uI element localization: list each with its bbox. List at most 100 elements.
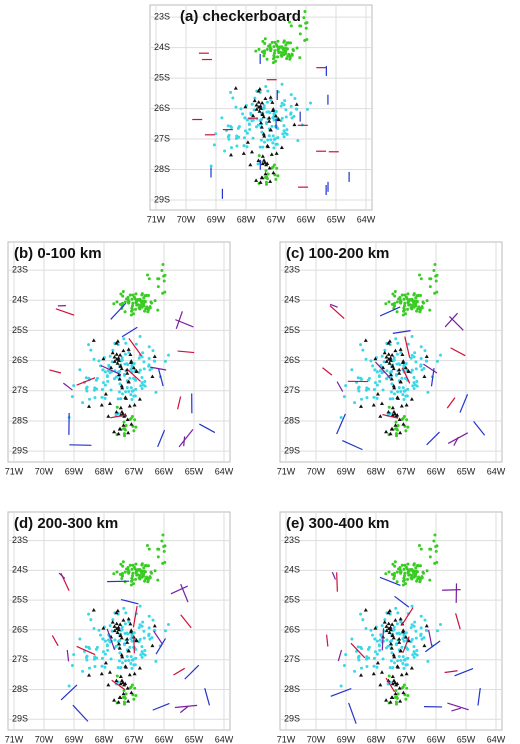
map-panel: 71W 70W 69W 68W 67W 66W 65W 64W 23S 24S 25S 26S 27S 2… — [5, 511, 234, 744]
station — [126, 648, 131, 653]
station — [147, 294, 151, 298]
station — [264, 162, 269, 167]
station — [144, 577, 148, 581]
station — [379, 633, 383, 637]
station — [126, 363, 130, 367]
station — [125, 640, 130, 644]
station — [220, 116, 224, 120]
anisotropy-bar — [374, 361, 391, 379]
anisotropy-bar — [329, 303, 338, 308]
station — [367, 387, 371, 391]
station — [256, 100, 261, 104]
station — [103, 652, 107, 656]
station — [67, 684, 71, 688]
station — [423, 349, 427, 353]
station — [115, 361, 120, 365]
x-tick-label: 65W — [185, 466, 204, 476]
station — [132, 429, 136, 433]
x-tick-label: 66W — [155, 734, 174, 744]
station — [126, 568, 130, 572]
station — [125, 637, 130, 641]
station — [394, 420, 398, 424]
station — [369, 628, 373, 632]
x-tick-label: 71W — [277, 466, 296, 476]
station — [129, 661, 133, 665]
station — [231, 96, 235, 100]
station — [129, 579, 133, 583]
station — [88, 397, 92, 401]
station — [112, 359, 117, 363]
station — [359, 343, 363, 347]
station — [401, 417, 405, 421]
station — [373, 626, 378, 630]
station — [153, 299, 157, 303]
station — [279, 145, 284, 149]
station — [130, 389, 134, 393]
station — [308, 101, 312, 105]
station — [411, 653, 415, 657]
station — [408, 573, 412, 577]
station — [266, 89, 270, 93]
station — [276, 55, 280, 59]
station — [122, 700, 126, 704]
station — [151, 618, 155, 622]
station — [122, 432, 126, 436]
station — [87, 343, 91, 347]
station — [388, 358, 393, 362]
station — [424, 354, 429, 358]
anisotropy-bar — [447, 432, 469, 444]
anisotropy-bar — [392, 330, 411, 334]
station — [298, 24, 302, 28]
x-tick-label: 64W — [215, 466, 234, 476]
anisotropy-bar — [128, 338, 143, 357]
station — [296, 139, 300, 143]
station — [395, 580, 399, 584]
station — [379, 670, 384, 674]
station — [373, 381, 377, 385]
station — [282, 124, 286, 128]
station — [414, 574, 418, 578]
station — [414, 569, 418, 573]
station — [408, 303, 412, 307]
station — [268, 111, 272, 115]
station — [121, 691, 126, 696]
anisotropy-bar — [426, 431, 440, 446]
station — [380, 624, 384, 628]
station — [393, 691, 398, 696]
station — [112, 377, 116, 381]
station — [147, 547, 151, 551]
station — [112, 698, 117, 702]
station — [410, 604, 414, 608]
map-panel: 71W 70W 69W 68W 67W 66W 65W 64W 23S 24S 25S 26S 27S 2… — [147, 4, 376, 224]
station — [127, 403, 132, 408]
station — [156, 277, 160, 281]
station — [364, 388, 368, 392]
station — [112, 429, 117, 434]
station — [428, 555, 432, 559]
station — [129, 393, 133, 397]
station — [162, 545, 166, 549]
station — [134, 656, 138, 660]
station — [126, 430, 131, 435]
station — [120, 392, 124, 396]
station — [393, 289, 397, 293]
station — [263, 171, 268, 176]
station — [384, 624, 389, 628]
station — [284, 51, 288, 55]
station — [386, 610, 391, 615]
station — [134, 570, 138, 574]
station — [252, 98, 257, 103]
station — [227, 137, 231, 141]
station — [124, 396, 129, 400]
station — [114, 341, 119, 345]
station — [268, 43, 272, 47]
station — [130, 567, 134, 571]
station — [259, 138, 263, 142]
anisotropy-bar — [446, 397, 456, 409]
station — [393, 618, 398, 622]
x-tick-label: 69W — [337, 466, 356, 476]
station — [405, 663, 409, 667]
station — [272, 51, 276, 55]
station — [415, 649, 419, 653]
station — [123, 362, 127, 366]
